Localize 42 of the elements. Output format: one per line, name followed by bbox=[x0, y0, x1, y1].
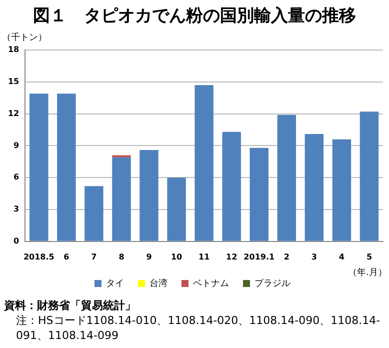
x-tick-label: 11 bbox=[198, 252, 210, 262]
y-axis-title: （千トン） bbox=[2, 32, 47, 43]
x-tick-label: 12 bbox=[226, 252, 238, 262]
y-tick-label: 15 bbox=[8, 76, 20, 86]
x-tick-label: 5 bbox=[366, 252, 372, 262]
legend-label: ベトナム bbox=[193, 278, 229, 289]
bar bbox=[30, 94, 48, 241]
y-tick-label: 0 bbox=[14, 236, 20, 246]
bar bbox=[277, 114, 296, 241]
bar bbox=[167, 178, 186, 241]
x-tick-label: 4 bbox=[338, 252, 345, 262]
x-axis-title: （年.月） bbox=[348, 267, 387, 278]
bar bbox=[84, 186, 104, 241]
x-tick-label: 10 bbox=[170, 252, 183, 262]
y-tick-label: 18 bbox=[8, 45, 20, 54]
bar bbox=[112, 157, 131, 241]
y-tick-label: 9 bbox=[14, 140, 20, 150]
bar bbox=[57, 94, 76, 241]
legend-label: タイ bbox=[106, 278, 124, 289]
x-tick-label: 6 bbox=[64, 252, 70, 262]
text: 資料：財務省「貿易統計」 bbox=[4, 298, 137, 313]
bar bbox=[222, 132, 241, 241]
y-tick-label: 12 bbox=[8, 108, 20, 118]
x-tick-label: 8 bbox=[118, 252, 125, 262]
x-tick-label: 2019.1 bbox=[244, 252, 275, 262]
x-tick-label: 2018.5 bbox=[23, 252, 55, 262]
bar bbox=[140, 150, 158, 241]
legend-label: 台湾 bbox=[150, 278, 168, 289]
bar bbox=[332, 139, 352, 241]
bar bbox=[250, 148, 268, 241]
x-tick-label: 9 bbox=[146, 252, 152, 262]
text: 注：HSコード1108.14-010、1108.14-020、1108.14-090、1108.14-091、1108.14-099 bbox=[15, 313, 382, 343]
bar bbox=[304, 134, 324, 241]
bar bbox=[194, 85, 214, 241]
x-tick-label: 7 bbox=[91, 252, 97, 262]
y-tick-label: 3 bbox=[14, 204, 20, 214]
chart-title: 図１ タピオカでん粉の国別輸入量の推移 bbox=[32, 5, 357, 28]
x-tick-label: 3 bbox=[311, 252, 317, 262]
x-tick-label: 2 bbox=[284, 252, 290, 262]
bar bbox=[360, 112, 379, 241]
y-tick-label: 6 bbox=[14, 172, 20, 182]
legend-label: ブラジル bbox=[254, 278, 290, 289]
